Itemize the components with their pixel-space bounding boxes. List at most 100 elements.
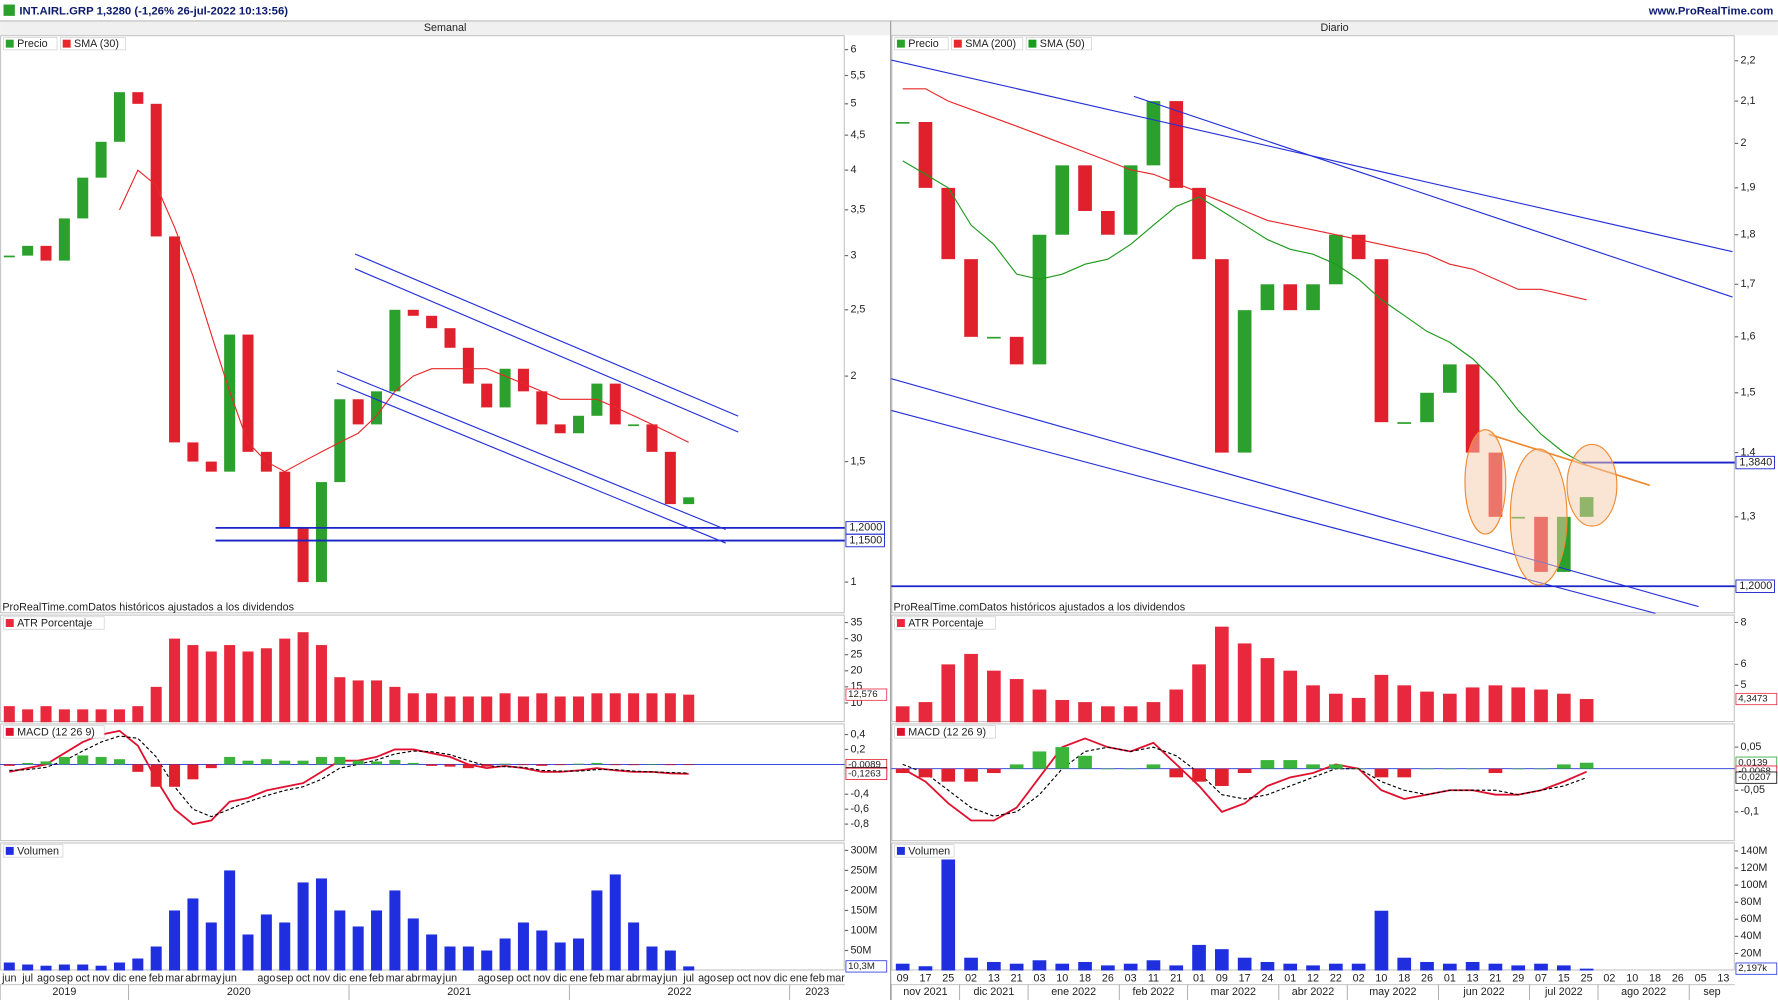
candle: [1328, 234, 1343, 285]
bar: [683, 966, 695, 971]
x-tick-label: oct: [516, 972, 530, 984]
legend-swatch: [5, 727, 14, 736]
x-tick-label: jun: [1, 972, 16, 984]
last-value-label: -0,1263: [848, 768, 881, 779]
bar: [95, 709, 107, 723]
y-tick-label: 1,5: [850, 455, 865, 467]
series-line: [902, 88, 1587, 301]
bar: [481, 764, 493, 767]
bar: [1009, 679, 1024, 723]
bar: [1146, 960, 1161, 971]
candle: [205, 461, 217, 472]
bar: [1465, 961, 1480, 971]
bar: [1374, 910, 1389, 971]
candle: [279, 471, 291, 528]
y-tick-label: 5,5: [850, 69, 865, 81]
y-tick-label: -0,4: [850, 788, 869, 800]
bar: [1420, 961, 1434, 971]
y-tick-label: 40M: [1740, 930, 1761, 942]
bar: [646, 946, 658, 971]
bar: [1169, 965, 1184, 971]
bar: [1374, 768, 1389, 778]
bar: [40, 706, 52, 723]
bar: [536, 930, 548, 971]
candle: [1237, 310, 1252, 453]
bar: [536, 693, 548, 723]
bar: [1442, 693, 1457, 723]
x-tick-label: 21: [1170, 972, 1182, 984]
x-tick-label: 18: [1649, 972, 1661, 984]
x-tick-label: 18: [1398, 972, 1410, 984]
bar: [1215, 626, 1229, 723]
bar: [40, 965, 52, 971]
y-tick-label: 150M: [850, 904, 877, 916]
y-tick-label: 250M: [850, 864, 877, 876]
x-tick-label: sep: [496, 972, 513, 984]
bar: [150, 686, 162, 723]
bar: [334, 677, 346, 723]
candle: [1032, 234, 1047, 365]
bar: [1351, 768, 1366, 770]
bar: [481, 696, 493, 723]
x-tick-label: jun: [662, 972, 677, 984]
level-label: 1,2000: [1739, 580, 1772, 592]
bar: [22, 964, 34, 971]
candle: [187, 442, 199, 462]
bar: [646, 764, 658, 765]
candle: [573, 415, 585, 434]
last-value-label: 2,197k: [1738, 963, 1767, 974]
x-group-label: jul 2022: [1544, 986, 1583, 998]
y-tick-label: 3: [850, 249, 856, 261]
last-value-box: [1735, 962, 1778, 975]
x-tick-label: 22: [1330, 972, 1342, 984]
y-tick-label: 1,9: [1740, 182, 1755, 194]
bar: [1192, 944, 1206, 971]
bar: [1556, 764, 1571, 769]
x-tick-label: 02: [1353, 972, 1365, 984]
y-tick-label: 140M: [1740, 845, 1767, 857]
candle: [334, 399, 346, 483]
y-tick-label: 1,5: [1740, 387, 1755, 399]
bar: [1283, 670, 1298, 723]
legend-label: ATR Porcentaje: [908, 617, 983, 629]
legend-swatch: [896, 727, 905, 736]
x-tick-label: 17: [919, 972, 931, 984]
bar: [628, 693, 640, 723]
legend-swatch: [62, 39, 71, 48]
panel-title: Diario: [1321, 22, 1349, 34]
bar: [918, 966, 933, 971]
x-tick-label: sep: [717, 972, 734, 984]
candle: [1078, 165, 1092, 211]
x-group-label: ago 2022: [1621, 986, 1666, 998]
y-tick-label: 120M: [1740, 862, 1767, 874]
candle: [964, 259, 978, 337]
x-tick-label: 03: [1125, 972, 1137, 984]
channel-line: [1133, 95, 1733, 298]
bar: [1328, 693, 1343, 723]
bar: [334, 756, 346, 765]
candle: [941, 187, 956, 260]
candle: [77, 177, 89, 219]
bar: [132, 764, 144, 772]
bar: [224, 756, 236, 765]
bar: [628, 922, 640, 971]
bar: [499, 763, 511, 765]
x-group-label: 2020: [227, 986, 251, 998]
bar: [1169, 689, 1184, 723]
y-tick-label: 2,5: [850, 304, 865, 316]
y-tick-label: 5: [850, 98, 856, 110]
channel-line: [354, 268, 739, 433]
bar: [389, 686, 401, 723]
bar: [918, 702, 933, 723]
bar: [1237, 768, 1252, 774]
x-tick-label: ago: [698, 972, 716, 984]
bar: [683, 694, 695, 723]
level-label: 1,2000: [849, 522, 882, 534]
bar: [1032, 689, 1047, 723]
candle: [371, 391, 383, 425]
bar: [628, 764, 640, 766]
bar: [1306, 685, 1320, 723]
bar: [1260, 760, 1275, 769]
bar: [371, 910, 383, 971]
header-site[interactable]: www.ProRealTime.com: [1648, 5, 1774, 17]
